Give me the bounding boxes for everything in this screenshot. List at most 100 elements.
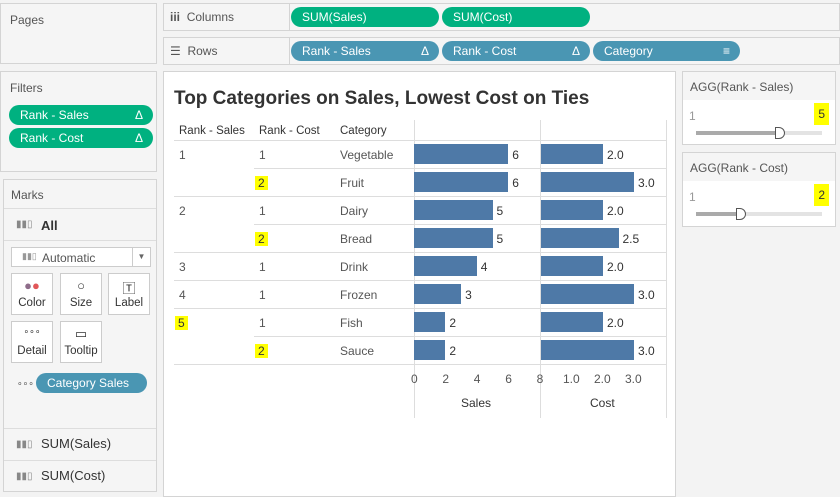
cost-label: 2.0 xyxy=(607,148,624,162)
size-button[interactable]: ○ Size xyxy=(60,273,102,315)
columns-icon: iii xyxy=(170,10,181,24)
sales-tick: 2 xyxy=(442,372,450,386)
category-cell: Fruit xyxy=(340,176,364,190)
slider-rank-sales: AGG(Rank - Sales) 1 5 xyxy=(682,71,836,145)
rank-sales-cell: 2 xyxy=(179,204,186,218)
rank-cost-cell: 1 xyxy=(259,204,266,218)
rank-cost-cell: 1 xyxy=(259,260,266,274)
sales-bar[interactable] xyxy=(414,256,477,276)
cost-bar[interactable] xyxy=(541,172,634,192)
slider-rank-cost: AGG(Rank - Cost) 1 2 xyxy=(682,152,836,227)
sales-bar[interactable] xyxy=(414,144,509,164)
cost-bar[interactable] xyxy=(541,340,634,360)
column-pill-sum-cost[interactable]: SUM(Cost) xyxy=(442,7,590,27)
pages-card[interactable]: Pages xyxy=(0,3,157,64)
sales-bar[interactable] xyxy=(414,200,493,220)
column-pill-sum-sales[interactable]: SUM(Sales) xyxy=(291,7,439,27)
cost-bar[interactable] xyxy=(541,144,603,164)
tooltip-button[interactable]: ▭ Tooltip xyxy=(60,321,102,363)
color-icon: ●● xyxy=(24,278,40,293)
slider-track[interactable] xyxy=(696,127,822,139)
cost-bar[interactable] xyxy=(541,284,634,304)
mark-type-select[interactable]: ▮▮▯ Automatic ▼ xyxy=(11,247,151,267)
slider-title: AGG(Rank - Sales) xyxy=(690,80,794,94)
row-pill-category[interactable]: Category ≡ xyxy=(593,41,740,61)
cost-tick: 2.0 xyxy=(594,372,611,386)
rank-cost-cell: 1 xyxy=(259,316,266,330)
row-pill-rank-sales[interactable]: Rank - Sales Δ xyxy=(291,41,439,61)
sales-bar[interactable] xyxy=(414,228,493,248)
cost-tick: 3.0 xyxy=(625,372,642,386)
cost-label: 2.0 xyxy=(607,316,624,330)
marks-sum-cost[interactable]: SUM(Cost) xyxy=(41,468,106,483)
sales-label: 6 xyxy=(512,148,519,162)
cost-bar[interactable] xyxy=(541,256,603,276)
marks-all[interactable]: All xyxy=(41,218,58,233)
pill-label: Rank - Cost xyxy=(453,44,517,58)
rank-cost-cell: 2 xyxy=(255,344,268,358)
slider-track[interactable] xyxy=(696,208,822,220)
cost-label: 2.0 xyxy=(607,260,624,274)
sales-bar[interactable] xyxy=(414,172,509,192)
button-label: Detail xyxy=(17,345,47,357)
cost-bar[interactable] xyxy=(541,200,603,220)
columns-label: iii Columns xyxy=(170,10,234,24)
pill-label: SUM(Sales) xyxy=(302,10,367,24)
filter-rank-sales[interactable]: Rank - Sales Δ xyxy=(9,105,153,125)
bar-chart-icon: ▮▮▯ xyxy=(16,439,33,450)
sales-label: 2 xyxy=(449,344,457,358)
row-pill-rank-cost[interactable]: Rank - Cost Δ xyxy=(442,41,590,61)
rows-icon: ☰ xyxy=(170,44,181,58)
cost-bar[interactable] xyxy=(541,228,619,248)
sales-tick: 8 xyxy=(536,372,544,386)
slider-handle[interactable] xyxy=(775,127,786,139)
slider-min: 1 xyxy=(689,190,696,204)
category-sales-pill[interactable]: Category Sales xyxy=(36,373,147,393)
slider-handle[interactable] xyxy=(736,208,747,220)
detail-icon: ∘∘∘ xyxy=(23,326,41,336)
detail-button[interactable]: ∘∘∘ Detail xyxy=(11,321,53,363)
category-cell: Dairy xyxy=(340,204,369,218)
label-icon: 🅃 xyxy=(122,281,136,296)
filter-rank-cost[interactable]: Rank - Cost Δ xyxy=(9,128,153,148)
sales-bar[interactable] xyxy=(414,284,462,304)
cost-label: 3.0 xyxy=(638,344,655,358)
category-cell: Sauce xyxy=(340,344,375,358)
rows-shelf: ☰ Rows Rank - Sales Δ Rank - Cost Δ Catego… xyxy=(163,37,840,65)
button-label: Color xyxy=(18,297,46,309)
cost-label: 2.5 xyxy=(622,232,640,246)
chevron-down-icon[interactable]: ▼ xyxy=(132,248,150,266)
rows-text: Rows xyxy=(187,44,218,58)
category-cell: Drink xyxy=(340,260,369,274)
sales-bar[interactable] xyxy=(414,312,446,332)
slider-title: AGG(Rank - Cost) xyxy=(690,161,789,175)
delta-icon: Δ xyxy=(420,44,429,58)
slider-min: 1 xyxy=(689,109,696,123)
button-label: Label xyxy=(114,297,144,309)
detail-icon: ∘∘∘ xyxy=(17,378,34,388)
category-cell: Bread xyxy=(340,232,373,246)
sales-axis-title: Sales xyxy=(461,396,492,410)
rank-cost-cell: 1 xyxy=(259,288,266,302)
sales-label: 3 xyxy=(465,288,472,302)
sales-label: 6 xyxy=(512,176,519,190)
bar-chart-icon: ▮▮▯ xyxy=(22,251,37,261)
sales-label: 2 xyxy=(449,316,457,330)
cost-bar[interactable] xyxy=(541,312,603,332)
header-rank-cost: Rank - Cost xyxy=(259,125,320,137)
rank-cost-cell: 2 xyxy=(255,176,268,190)
sales-bar[interactable] xyxy=(414,340,446,360)
marks-sum-sales[interactable]: SUM(Sales) xyxy=(41,436,112,451)
sales-label: 5 xyxy=(496,204,504,218)
sales-tick: 6 xyxy=(505,372,512,386)
color-button[interactable]: ●● Color xyxy=(11,273,53,315)
rows-label: ☰ Rows xyxy=(170,44,217,58)
cost-axis-title: Cost xyxy=(590,396,615,410)
delta-icon: Δ xyxy=(134,131,143,145)
label-button[interactable]: 🅃 Label xyxy=(108,273,150,315)
marks-card: Marks ▮▮▯ All ▮▮▯ Automatic ▼ ●● Color ○ S… xyxy=(3,179,157,492)
cost-label: 3.0 xyxy=(638,176,655,190)
columns-shelf: iii Columns SUM(Sales) SUM(Cost) xyxy=(163,3,840,31)
bar-chart-icon: ▮▮▯ xyxy=(16,219,33,230)
pages-title: Pages xyxy=(10,13,45,27)
